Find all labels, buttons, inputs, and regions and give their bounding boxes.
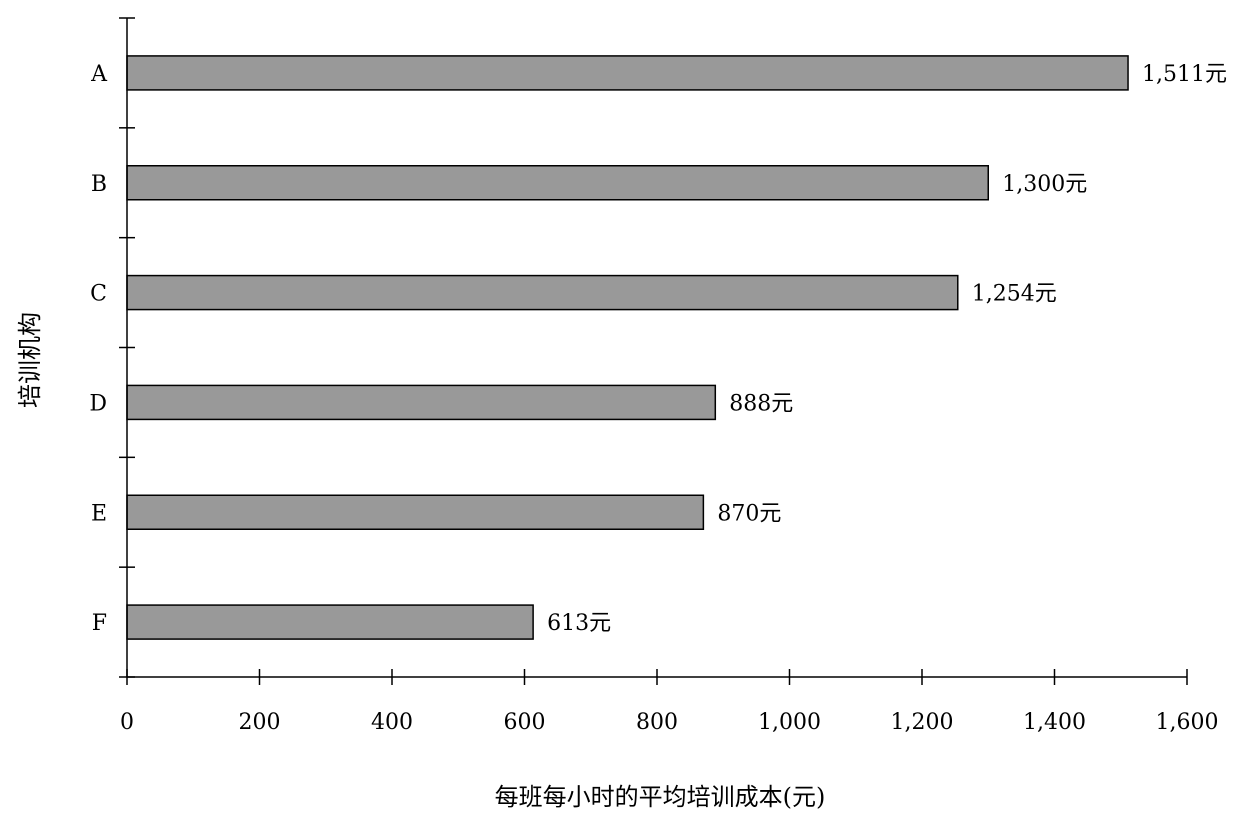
bar-E [126, 494, 705, 530]
bar-D [126, 384, 717, 421]
x-tick-label: 1,600 [1156, 710, 1219, 735]
x-tick-label: 200 [239, 710, 281, 735]
x-ticks: 0 200 400 600 800 1,000 1,200 1,400 1,600 [120, 669, 1218, 735]
data-label-D: 888元 [729, 391, 793, 416]
x-axis-label: 每班每小时的平均培训成本(元) [495, 783, 826, 811]
bar-C [126, 274, 959, 311]
x-tick-label: 0 [120, 710, 134, 735]
category-label-A: A [90, 62, 108, 87]
axes-group [126, 18, 1187, 678]
x-tick-label: 1,200 [891, 710, 954, 735]
data-label-E: 870元 [717, 501, 781, 526]
bars-group [126, 55, 1129, 640]
category-label-F: F [92, 611, 107, 636]
bar-A [126, 55, 1129, 91]
x-tick-label: 400 [371, 710, 413, 735]
x-tick-label: 1,400 [1023, 710, 1086, 735]
data-labels: 1,511元 1,300元 1,254元 888元 870元 613元 [547, 62, 1227, 636]
x-tick-label: 600 [504, 710, 546, 735]
category-label-C: C [90, 282, 107, 307]
category-label-B: B [91, 172, 107, 197]
category-labels: A B C D E F [89, 62, 108, 636]
y-ticks [119, 17, 135, 678]
data-label-C: 1,254元 [972, 282, 1057, 307]
x-tick-label: 1,000 [758, 710, 821, 735]
bar-F [126, 604, 534, 640]
y-axis-label: 培训机构 [16, 312, 44, 408]
data-label-A: 1,511元 [1142, 62, 1227, 87]
category-label-E: E [91, 501, 107, 526]
category-label-D: D [89, 391, 107, 416]
data-label-B: 1,300元 [1002, 172, 1087, 197]
data-label-F: 613元 [547, 611, 611, 636]
x-tick-label: 800 [636, 710, 678, 735]
bar-B [126, 165, 989, 201]
